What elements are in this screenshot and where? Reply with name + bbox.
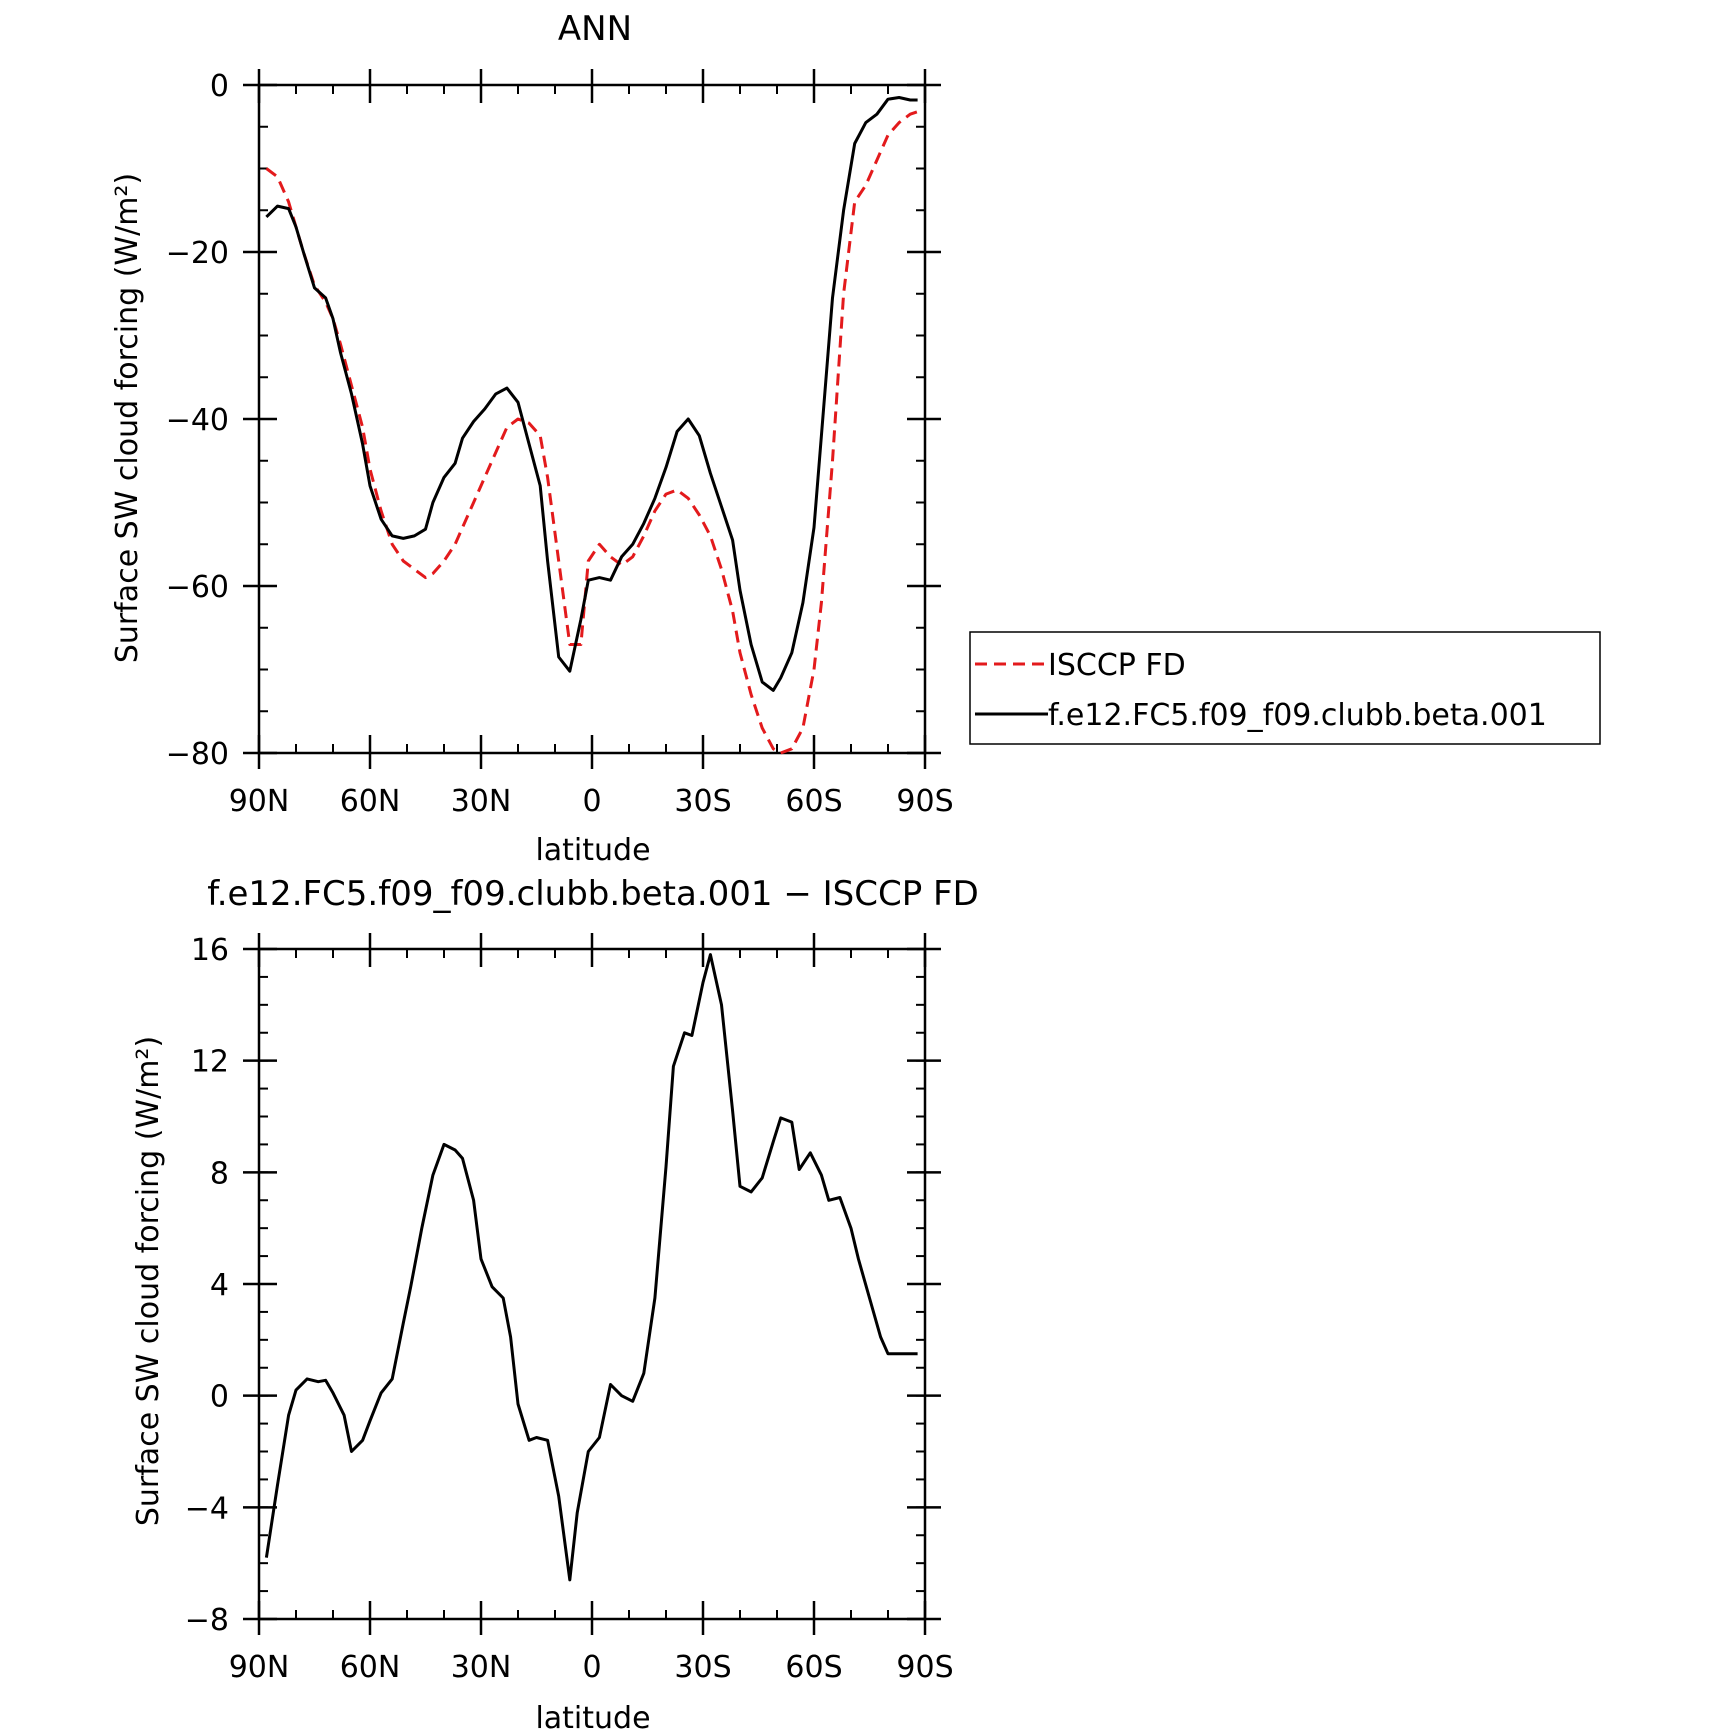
bottom-x-tick-label: 90N bbox=[229, 1650, 290, 1685]
legend-box bbox=[969, 631, 1601, 745]
top-chart-xlabel: latitude bbox=[535, 833, 650, 868]
top-chart: ANN Surface SW cloud forcing (W/m²) lati… bbox=[110, 9, 1601, 868]
bottom-x-tick-label: 90S bbox=[896, 1650, 953, 1685]
bottom-x-tick-label: 30S bbox=[674, 1650, 731, 1685]
bottom-chart-xlabel: latitude bbox=[535, 1701, 650, 1734]
top-x-tick-label: 0 bbox=[582, 784, 601, 819]
legend-label-model: f.e12.FC5.f09_f09.clubb.beta.001 bbox=[1048, 698, 1547, 733]
bottom-y-tick-label: 16 bbox=[191, 933, 229, 968]
bottom-y-tick-label: 4 bbox=[210, 1268, 229, 1303]
bottom-series-line-0 bbox=[264, 953, 918, 1582]
top-chart-ylabel: Surface SW cloud forcing (W/m²) bbox=[110, 173, 145, 663]
top-x-tick-label: 60S bbox=[785, 784, 842, 819]
top-y-tick-label: −60 bbox=[166, 570, 229, 605]
bottom-x-tick-label: 30N bbox=[451, 1650, 512, 1685]
bottom-y-tick-label: 12 bbox=[191, 1045, 229, 1080]
top-series-line-0 bbox=[265, 110, 919, 755]
top-x-tick-label: 30N bbox=[451, 784, 512, 819]
bottom-y-tick-label: −4 bbox=[185, 1491, 229, 1526]
top-y-tick-label: −80 bbox=[166, 737, 229, 772]
top-series-line-1 bbox=[265, 96, 918, 692]
top-chart-legend: ISCCP FD f.e12.FC5.f09_f09.clubb.beta.00… bbox=[969, 631, 1601, 745]
top-x-tick-label: 90N bbox=[229, 784, 290, 819]
top-y-tick-label: −40 bbox=[166, 403, 229, 438]
bottom-plot-frame bbox=[257, 947, 927, 1621]
top-y-tick-label: 0 bbox=[210, 69, 229, 104]
bottom-x-tick-label: 60S bbox=[785, 1650, 842, 1685]
bottom-y-tick-label: −8 bbox=[185, 1603, 229, 1638]
top-chart-title: ANN bbox=[558, 9, 632, 49]
top-y-tick-label: −20 bbox=[166, 236, 229, 271]
bottom-chart: f.e12.FC5.f09_f09.clubb.beta.001 − ISCCP… bbox=[131, 874, 979, 1734]
bottom-x-tick-label: 0 bbox=[582, 1650, 601, 1685]
bottom-y-tick-label: 8 bbox=[210, 1156, 229, 1191]
bottom-x-tick-label: 60N bbox=[340, 1650, 401, 1685]
legend-label-isccp: ISCCP FD bbox=[1048, 648, 1186, 683]
bottom-chart-ylabel: Surface SW cloud forcing (W/m²) bbox=[131, 1036, 166, 1526]
top-x-tick-label: 90S bbox=[896, 784, 953, 819]
top-x-tick-label: 30S bbox=[674, 784, 731, 819]
top-x-tick-label: 60N bbox=[340, 784, 401, 819]
bottom-chart-title: f.e12.FC5.f09_f09.clubb.beta.001 − ISCCP… bbox=[207, 874, 979, 914]
bottom-y-tick-label: 0 bbox=[210, 1380, 229, 1415]
